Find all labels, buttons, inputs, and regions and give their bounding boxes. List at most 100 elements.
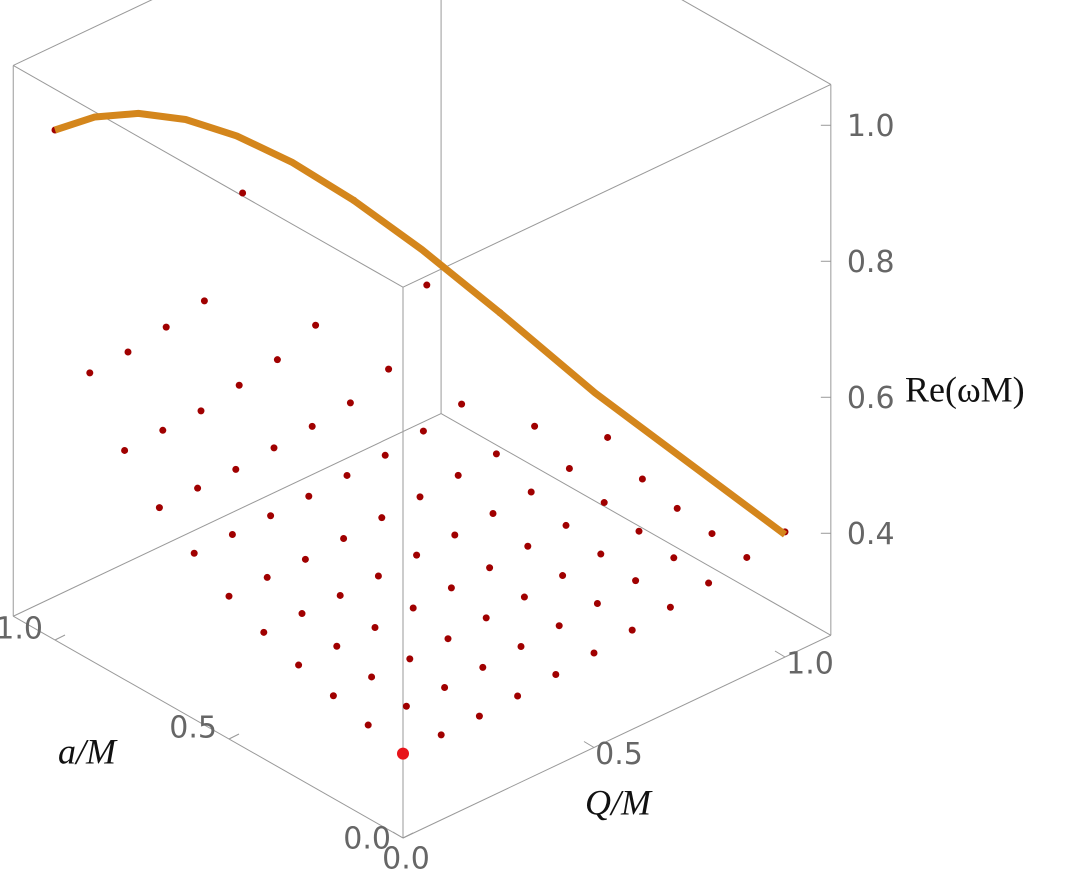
surface-point bbox=[444, 635, 452, 643]
surface-point bbox=[666, 603, 674, 611]
surface-point bbox=[489, 510, 497, 518]
surface-point bbox=[402, 702, 410, 710]
box-edge bbox=[13, 0, 153, 66]
surface-point bbox=[409, 604, 417, 612]
surface-point bbox=[86, 369, 94, 377]
surface-point bbox=[600, 499, 608, 507]
surface-point bbox=[263, 573, 271, 581]
surface-point bbox=[447, 584, 455, 592]
surface-point bbox=[190, 549, 198, 557]
surface-point bbox=[451, 531, 459, 539]
surface-point bbox=[381, 451, 389, 459]
surface-point bbox=[124, 348, 132, 356]
y-axis-label: a/M bbox=[58, 731, 118, 771]
surface-point bbox=[378, 514, 386, 522]
surface-point bbox=[482, 614, 490, 622]
surface-point bbox=[479, 663, 487, 671]
box-edge bbox=[440, 413, 832, 636]
surface-point bbox=[562, 521, 570, 529]
z-tick-label: 0.6 bbox=[847, 381, 895, 416]
z-tick-label: 0.4 bbox=[847, 517, 895, 552]
y-tick-label: 0.0 bbox=[343, 822, 391, 857]
x-tick bbox=[774, 650, 786, 658]
surface-point bbox=[416, 493, 424, 501]
surface-point bbox=[406, 655, 414, 663]
x-tick bbox=[392, 831, 404, 839]
surface-point bbox=[413, 551, 421, 559]
y-tick-label: 0.5 bbox=[169, 711, 217, 746]
surface-point bbox=[628, 626, 636, 634]
z-tick-label: 0.8 bbox=[847, 245, 895, 280]
y-tick-label: 1.0 bbox=[0, 612, 43, 647]
x-tick bbox=[583, 741, 595, 748]
box-edge bbox=[402, 634, 832, 839]
y-tick bbox=[54, 634, 66, 641]
surface-point bbox=[371, 623, 379, 631]
surface-point bbox=[197, 407, 205, 415]
surface-point bbox=[329, 692, 337, 700]
x-tick-label: 0.0 bbox=[382, 842, 430, 877]
surface-point bbox=[514, 692, 522, 700]
z-tick-label: 1.0 bbox=[847, 109, 895, 144]
surface-point bbox=[374, 572, 382, 580]
surface-point bbox=[517, 643, 525, 651]
surface-point bbox=[423, 281, 431, 289]
surface-point bbox=[705, 579, 713, 587]
highlight-point bbox=[397, 747, 409, 760]
surface-point bbox=[454, 471, 462, 479]
box-edge bbox=[402, 84, 832, 288]
surface-point bbox=[333, 642, 341, 650]
surface-point bbox=[527, 488, 535, 496]
box-edge bbox=[681, 0, 832, 85]
x-tick-label: 0.5 bbox=[595, 737, 643, 772]
y-tick bbox=[402, 832, 414, 839]
surface-point bbox=[670, 554, 678, 562]
x-tick-label: 1.0 bbox=[786, 647, 834, 682]
surface-point bbox=[385, 365, 393, 373]
surface-point bbox=[368, 673, 376, 681]
x-axis-label: Q/M bbox=[585, 782, 653, 822]
surface-point bbox=[308, 422, 316, 430]
surface-point bbox=[486, 564, 494, 572]
surface-point bbox=[305, 492, 313, 500]
surface-point bbox=[155, 504, 163, 512]
surface-point bbox=[162, 323, 170, 331]
surface-point bbox=[235, 381, 243, 389]
surface-point bbox=[273, 356, 281, 364]
surface-point bbox=[531, 422, 539, 430]
surface-point bbox=[475, 712, 483, 720]
surface-point bbox=[552, 670, 560, 678]
surface-point bbox=[364, 721, 372, 729]
surface-point bbox=[159, 426, 167, 434]
surface-point bbox=[270, 444, 278, 452]
surface-point bbox=[524, 542, 532, 550]
z-axis-label: Re(ωM) bbox=[905, 369, 1025, 409]
box-edge bbox=[13, 413, 442, 617]
surface-point bbox=[267, 512, 275, 520]
y-tick bbox=[228, 733, 240, 740]
surface-point bbox=[590, 649, 598, 657]
surface-point bbox=[301, 555, 309, 563]
surface-point bbox=[312, 321, 320, 329]
surface-point bbox=[441, 683, 449, 691]
surface-point bbox=[343, 471, 351, 479]
surface-point bbox=[520, 593, 528, 601]
surface-point bbox=[559, 572, 567, 580]
box-edge bbox=[12, 65, 404, 288]
surface-point bbox=[638, 475, 646, 483]
surface-point bbox=[228, 531, 236, 538]
surface-point bbox=[232, 465, 240, 473]
surface-point bbox=[632, 577, 640, 585]
surface-point bbox=[336, 591, 344, 599]
surface-point bbox=[225, 592, 233, 600]
surface-point bbox=[200, 297, 208, 305]
surface-point bbox=[635, 527, 643, 535]
surface-point bbox=[597, 550, 605, 558]
surface-point bbox=[743, 553, 751, 561]
box-edge bbox=[12, 615, 404, 839]
surface-point bbox=[492, 450, 500, 458]
surface-point bbox=[340, 535, 348, 542]
surface-point bbox=[121, 446, 129, 454]
